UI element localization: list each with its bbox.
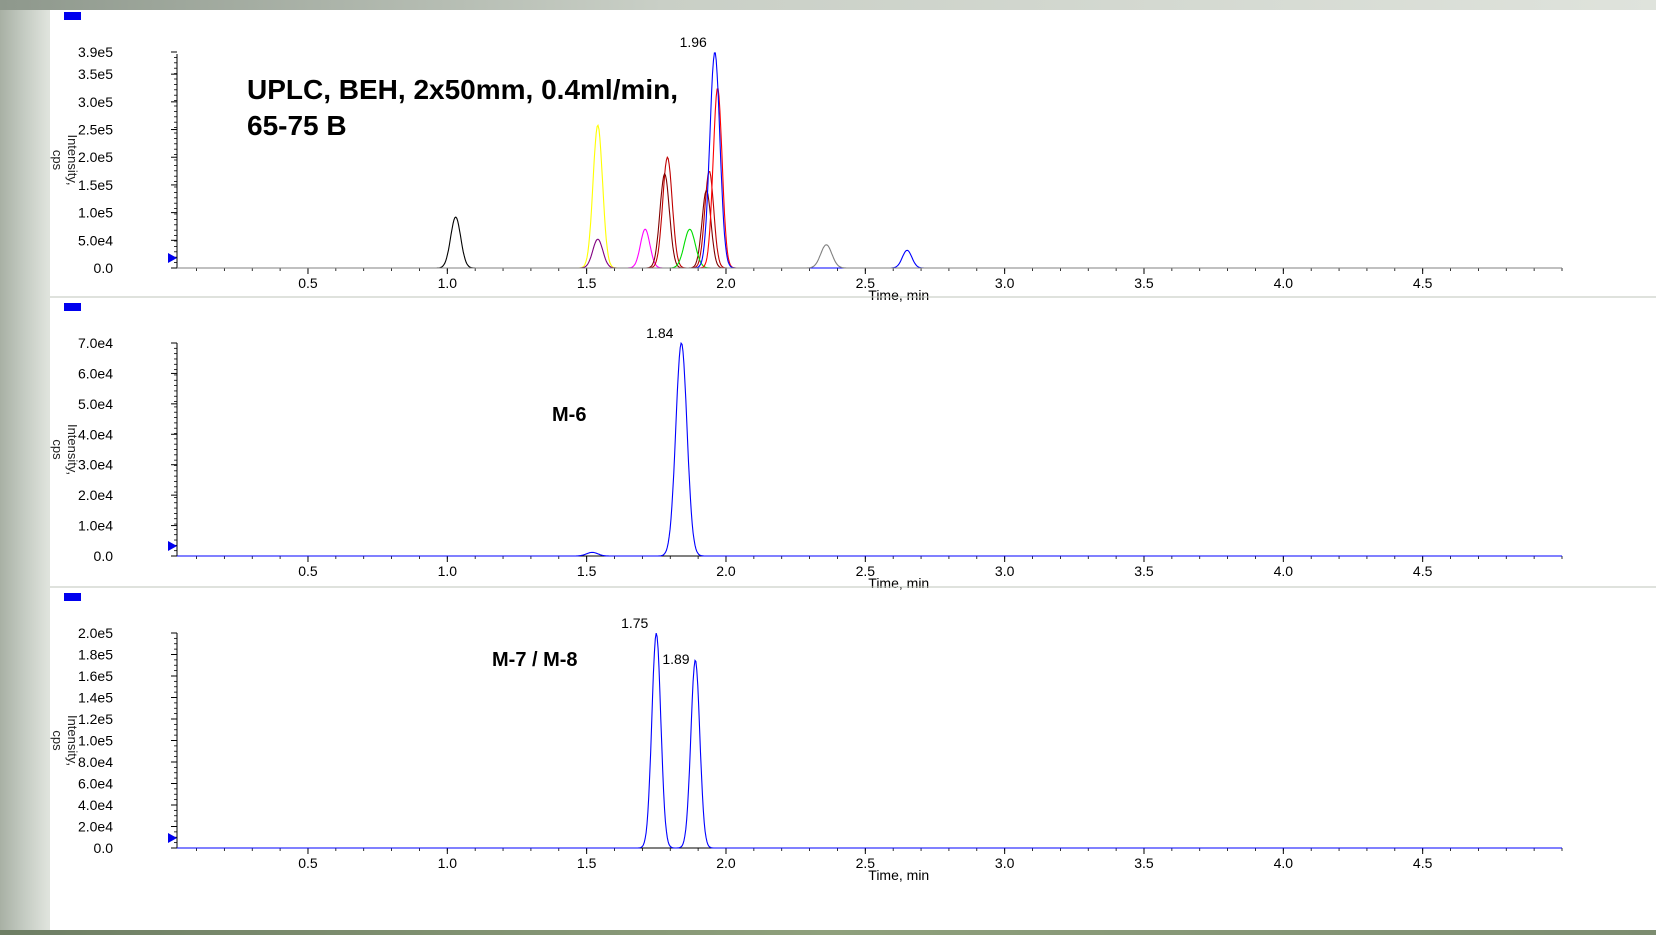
y-axis-label: Intensity,cps xyxy=(50,424,80,475)
y-tick-label: 3.0e4 xyxy=(78,457,113,473)
chromatogram-trace xyxy=(177,123,1562,269)
y-tick-label: 3.9e5 xyxy=(78,44,113,60)
x-axis-label: Time, min xyxy=(868,575,929,591)
y-tick-label: 0.0 xyxy=(94,548,114,564)
x-tick-label: 1.5 xyxy=(577,563,597,579)
x-tick-label: 4.0 xyxy=(1274,855,1294,871)
y-tick-label: 3.0e5 xyxy=(78,94,113,110)
y-tick-label: 6.0e4 xyxy=(78,365,113,381)
chromatogram-trace xyxy=(177,228,1562,269)
x-tick-label: 2.5 xyxy=(856,275,876,291)
baseline-start-arrow-icon xyxy=(168,541,177,551)
chromatogram-trace xyxy=(177,88,1562,269)
y-tick-label: 1.2e5 xyxy=(78,711,113,727)
x-tick-label: 2.5 xyxy=(856,855,876,871)
peak-annotation: 1.84 xyxy=(646,325,673,341)
y-tick-label: 4.0e4 xyxy=(78,797,113,813)
y-tick-label: 1.6e5 xyxy=(78,668,113,684)
chart-panel-1: Intensity,cps 0.0 5.0e4 1.0e5 1.5e5 2.0e5 2.5e… xyxy=(50,12,1563,303)
x-tick-label: 1.0 xyxy=(438,855,458,871)
x-tick-label: 2.0 xyxy=(716,275,736,291)
chromatogram-trace xyxy=(177,216,1562,269)
y-tick-label: 0.0 xyxy=(94,840,114,856)
chromatogram-figure: Intensity,cps0.05.0e41.0e51.5e52.0e52.5e… xyxy=(50,12,1656,883)
x-tick-label: 4.5 xyxy=(1413,275,1433,291)
y-tick-label: 1.0e5 xyxy=(78,733,113,749)
y-tick-label: 5.0e4 xyxy=(78,396,113,412)
y-tick-label: 5.0e4 xyxy=(78,232,113,248)
baseline-start-arrow-icon xyxy=(168,833,177,843)
x-tick-label: 0.5 xyxy=(298,563,318,579)
pane-marker-icon xyxy=(64,303,81,311)
chart-panel-2: Intensity,cps 0.0 1.0e4 2.0e4 3.0e4 4.0e4 5.0e… xyxy=(50,296,1656,591)
x-tick-label: 4.0 xyxy=(1274,275,1294,291)
y-tick-label: 2.0e4 xyxy=(78,819,113,835)
y-tick-label: 1.0e4 xyxy=(78,518,113,534)
y-axis-label-line: cps xyxy=(50,439,65,460)
x-tick-label: 3.5 xyxy=(1134,275,1154,291)
chromatogram-trace xyxy=(177,238,1562,269)
x-tick-label: 3.0 xyxy=(995,563,1015,579)
chart-title: 65-75 B xyxy=(247,110,347,141)
y-axis-label-line: Intensity, xyxy=(65,715,80,766)
y-tick-label: 1.5e5 xyxy=(78,177,113,193)
chart-title: M-7 / M-8 xyxy=(492,649,578,671)
peak-annotation: 1.75 xyxy=(621,615,648,631)
x-axis-label: Time, min xyxy=(868,287,929,303)
x-tick-label: 4.5 xyxy=(1413,563,1433,579)
chromatogram-panel: Intensity,cps 0.0 5.0e4 1.0e5 1.5e5 2.0e5 2.5e… xyxy=(50,10,1656,930)
peak-annotation: 1.89 xyxy=(662,651,689,667)
y-tick-label: 1.4e5 xyxy=(78,690,113,706)
x-tick-label: 4.0 xyxy=(1274,563,1294,579)
bottom-border-strip xyxy=(0,930,1656,935)
baseline-start-arrow-icon xyxy=(168,253,177,263)
x-tick-label: 3.0 xyxy=(995,855,1015,871)
chromatogram-trace xyxy=(177,172,1562,269)
y-tick-label: 6.0e4 xyxy=(78,776,113,792)
x-tick-label: 1.0 xyxy=(438,275,458,291)
y-tick-label: 8.0e4 xyxy=(78,754,113,770)
y-tick-label: 4.0e4 xyxy=(78,426,113,442)
x-tick-label: 0.5 xyxy=(298,855,318,871)
pane-marker-icon xyxy=(64,12,81,20)
y-tick-label: 2.0e5 xyxy=(78,625,113,641)
x-tick-label: 3.5 xyxy=(1134,563,1154,579)
y-tick-label: 3.5e5 xyxy=(78,66,113,82)
x-tick-label: 2.0 xyxy=(716,855,736,871)
y-tick-label: 2.5e5 xyxy=(78,122,113,138)
x-axis-label: Time, min xyxy=(868,867,929,883)
x-tick-label: 1.5 xyxy=(577,855,597,871)
y-axis-label-line: Intensity, xyxy=(65,134,80,185)
y-axis-label-line: cps xyxy=(50,150,65,171)
chromatogram-trace xyxy=(177,156,1562,269)
chart-panel-3: Intensity,cps 0.0 2.0e4 4.0e4 6.0e4 8.0e4 1.0e… xyxy=(50,586,1656,883)
y-tick-label: 1.0e5 xyxy=(78,205,113,221)
y-tick-label: 2.0e5 xyxy=(78,149,113,165)
y-axis-label: Intensity,cps xyxy=(50,134,80,185)
y-axis-label: Intensity,cps xyxy=(50,715,80,766)
top-border-strip xyxy=(0,0,1656,10)
y-axis-label-line: Intensity, xyxy=(65,424,80,475)
y-tick-label: 0.0 xyxy=(94,260,114,276)
chromatogram-trace xyxy=(177,244,1562,269)
y-tick-label: 7.0e4 xyxy=(78,335,113,351)
chart-title: UPLC, BEH, 2x50mm, 0.4ml/min, xyxy=(247,74,678,105)
chromatogram-trace xyxy=(177,341,1562,557)
x-tick-label: 3.5 xyxy=(1134,855,1154,871)
x-tick-label: 2.5 xyxy=(856,563,876,579)
x-tick-label: 2.0 xyxy=(716,563,736,579)
y-tick-label: 1.8e5 xyxy=(78,647,113,663)
y-tick-label: 2.0e4 xyxy=(78,487,113,503)
x-tick-label: 0.5 xyxy=(298,275,318,291)
chromatogram-trace xyxy=(177,228,1562,269)
peak-annotation: 1.96 xyxy=(680,34,707,50)
x-tick-label: 1.5 xyxy=(577,275,597,291)
x-tick-label: 3.0 xyxy=(995,275,1015,291)
x-tick-label: 4.5 xyxy=(1413,855,1433,871)
pane-marker-icon xyxy=(64,593,81,601)
x-tick-label: 1.0 xyxy=(438,563,458,579)
chart-title: M-6 xyxy=(552,404,586,426)
chromatogram-trace xyxy=(177,632,1562,849)
y-axis-label-line: cps xyxy=(50,730,65,751)
